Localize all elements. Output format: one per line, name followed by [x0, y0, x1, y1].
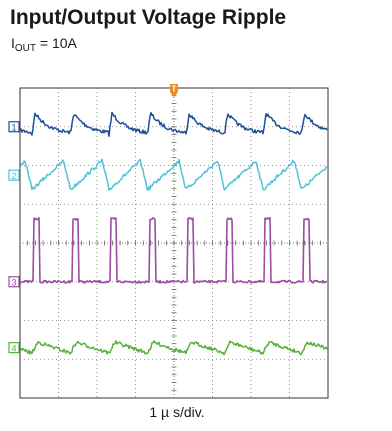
subtitle-subscript: OUT: [14, 43, 36, 54]
channel-marker-2: 2: [8, 169, 20, 181]
channel-marker-label: 2: [11, 171, 16, 181]
channel-marker-label: 3: [11, 278, 16, 288]
channel-marker-3: 3: [8, 276, 20, 288]
x-axis-label: 1 µ s/div.: [149, 404, 205, 420]
chart-title: Input/Output Voltage Ripple: [10, 6, 287, 29]
trigger-marker: T: [170, 84, 178, 97]
channel-marker-4: 4: [8, 342, 20, 353]
channel-marker-label: 1: [11, 123, 16, 133]
subtitle-suffix: = 10A: [36, 35, 77, 51]
channel-marker-label: 4: [11, 343, 16, 353]
trace-channel-4: [20, 340, 328, 356]
traces: [20, 111, 328, 356]
trigger-marker-label: T: [172, 85, 177, 94]
channel-markers: 1 2 3 4 T: [8, 84, 178, 353]
trace-channel-2: [20, 158, 328, 192]
trace-channel-1: [20, 111, 328, 138]
subtitle-prefix: I: [11, 35, 15, 51]
chart-subtitle: IOUT = 10A: [11, 35, 77, 54]
channel-marker-1: 1: [8, 121, 20, 133]
trace-channel-3: [20, 217, 328, 284]
